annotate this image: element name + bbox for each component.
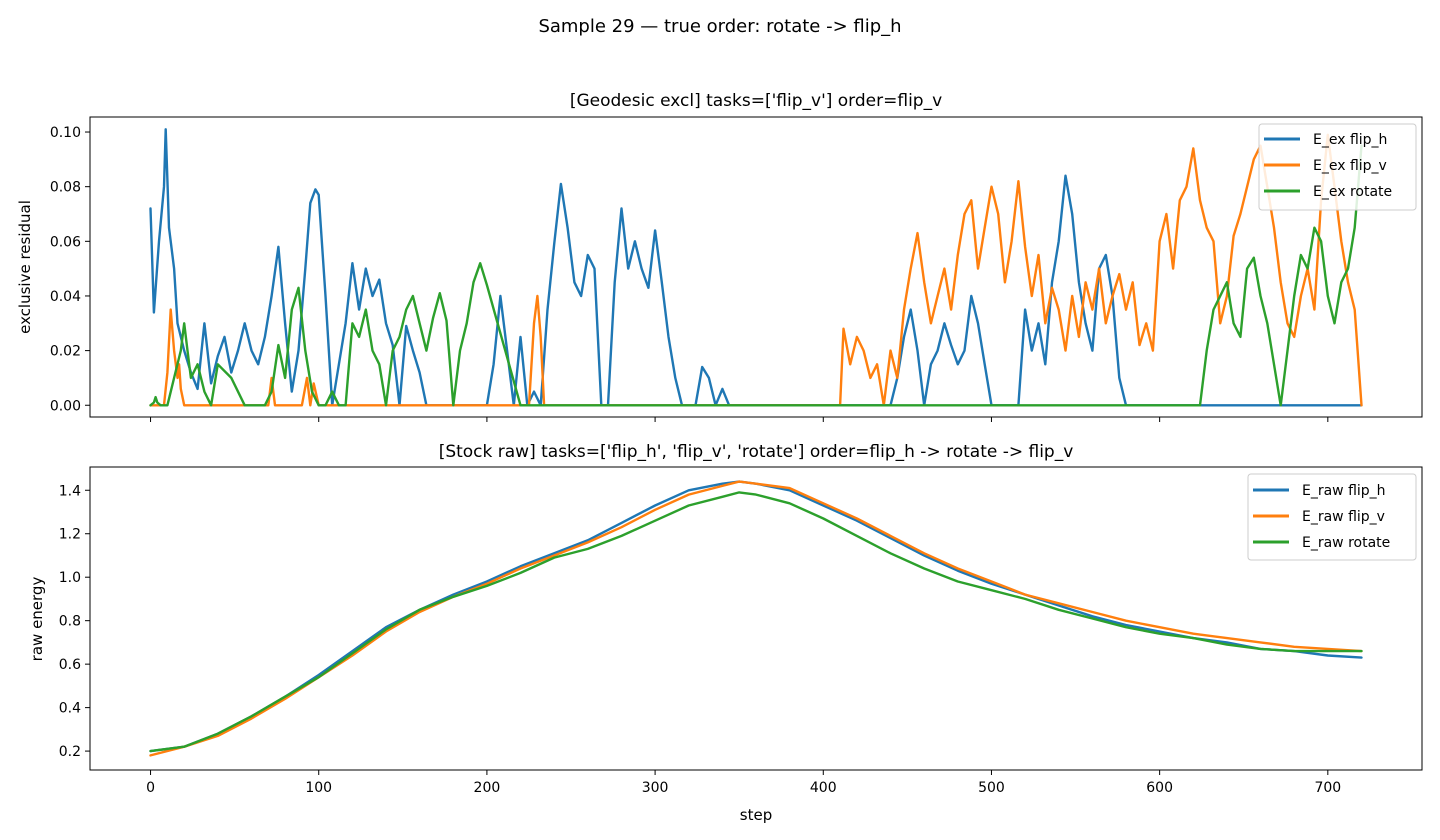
series-line-e-ex-rotate [149, 144, 1363, 407]
y-tick-label: 0.6 [59, 657, 81, 673]
y-tick-label: 1.4 [59, 483, 81, 499]
figure-suptitle: Sample 29 — true order: rotate -> flip_h [538, 16, 901, 37]
legend-label-e-ex-rotate: E_ex rotate [1313, 184, 1392, 200]
series-line-e-raw-rotate [149, 491, 1363, 753]
y-tick-label: 0.02 [50, 344, 81, 360]
y-tick-label: 0.06 [50, 234, 81, 250]
y-tick-label: 0.10 [50, 125, 81, 141]
x-tick-label: 100 [305, 780, 332, 796]
x-tick-label: 500 [978, 780, 1005, 796]
subplot-1-y-label: exclusive residual [16, 200, 34, 334]
x-tick-label: 200 [474, 780, 501, 796]
y-tick-label: 0.04 [50, 289, 81, 305]
subplot-2-x-label: step [740, 806, 772, 824]
subplot-2-y-ticks: 0.2 0.4 0.6 0.8 1.0 1.2 1.4 [59, 483, 90, 760]
y-tick-label: 0.00 [50, 398, 81, 414]
subplot-1-x-ticks [150, 417, 1329, 422]
legend-label-e-raw-flip-v: E_raw flip_v [1302, 509, 1385, 525]
subplot-2-lines [149, 480, 1363, 757]
subplot-1-y-ticks: 0.00 0.02 0.04 0.06 0.08 0.10 [50, 125, 90, 414]
y-tick-label: 0.8 [59, 614, 81, 630]
x-tick-label: 600 [1146, 780, 1173, 796]
y-tick-label: 0.2 [59, 744, 81, 760]
series-line-e-raw-flip-v [149, 480, 1363, 757]
subplot-1-title: [Geodesic excl] tasks=['flip_v'] order=f… [570, 91, 942, 111]
subplot-exclusive-residual: [Geodesic excl] tasks=['flip_v'] order=f… [16, 91, 1423, 422]
x-tick-label: 400 [810, 780, 837, 796]
subplot-1-legend: E_ex flip_h E_ex flip_v E_ex rotate [1258, 123, 1417, 211]
x-tick-label: 0 [146, 780, 155, 796]
legend-label-e-raw-rotate: E_raw rotate [1302, 535, 1390, 551]
subplot-2-legend: E_raw flip_h E_raw flip_v E_raw rotate [1247, 473, 1417, 561]
subplot-1-frame [89, 116, 1423, 418]
y-tick-label: 1.0 [59, 570, 81, 586]
subplot-1-legend-box [1258, 123, 1417, 211]
x-tick-label: 700 [1314, 780, 1341, 796]
y-tick-label: 1.2 [59, 527, 81, 543]
subplot-2-frame [89, 466, 1423, 771]
legend-label-e-ex-flip-h: E_ex flip_h [1313, 132, 1387, 148]
y-tick-label: 0.08 [50, 180, 81, 196]
subplot-2-y-label: raw energy [28, 577, 46, 662]
subplot-raw-energy: [Stock raw] tasks=['flip_h', 'flip_v', '… [28, 442, 1423, 824]
series-line-e-ex-flip-v [149, 133, 1363, 407]
subplot-2-legend-box [1247, 473, 1417, 561]
subplot-2-x-ticks: 0 100 200 300 400 500 600 700 [146, 770, 1341, 796]
subplot-1-lines [149, 128, 1363, 407]
y-tick-label: 0.4 [59, 701, 81, 717]
subplot-2-title: [Stock raw] tasks=['flip_h', 'flip_v', '… [439, 442, 1074, 462]
legend-label-e-raw-flip-h: E_raw flip_h [1302, 483, 1386, 499]
legend-label-e-ex-flip-v: E_ex flip_v [1313, 158, 1387, 174]
x-tick-label: 300 [642, 780, 669, 796]
